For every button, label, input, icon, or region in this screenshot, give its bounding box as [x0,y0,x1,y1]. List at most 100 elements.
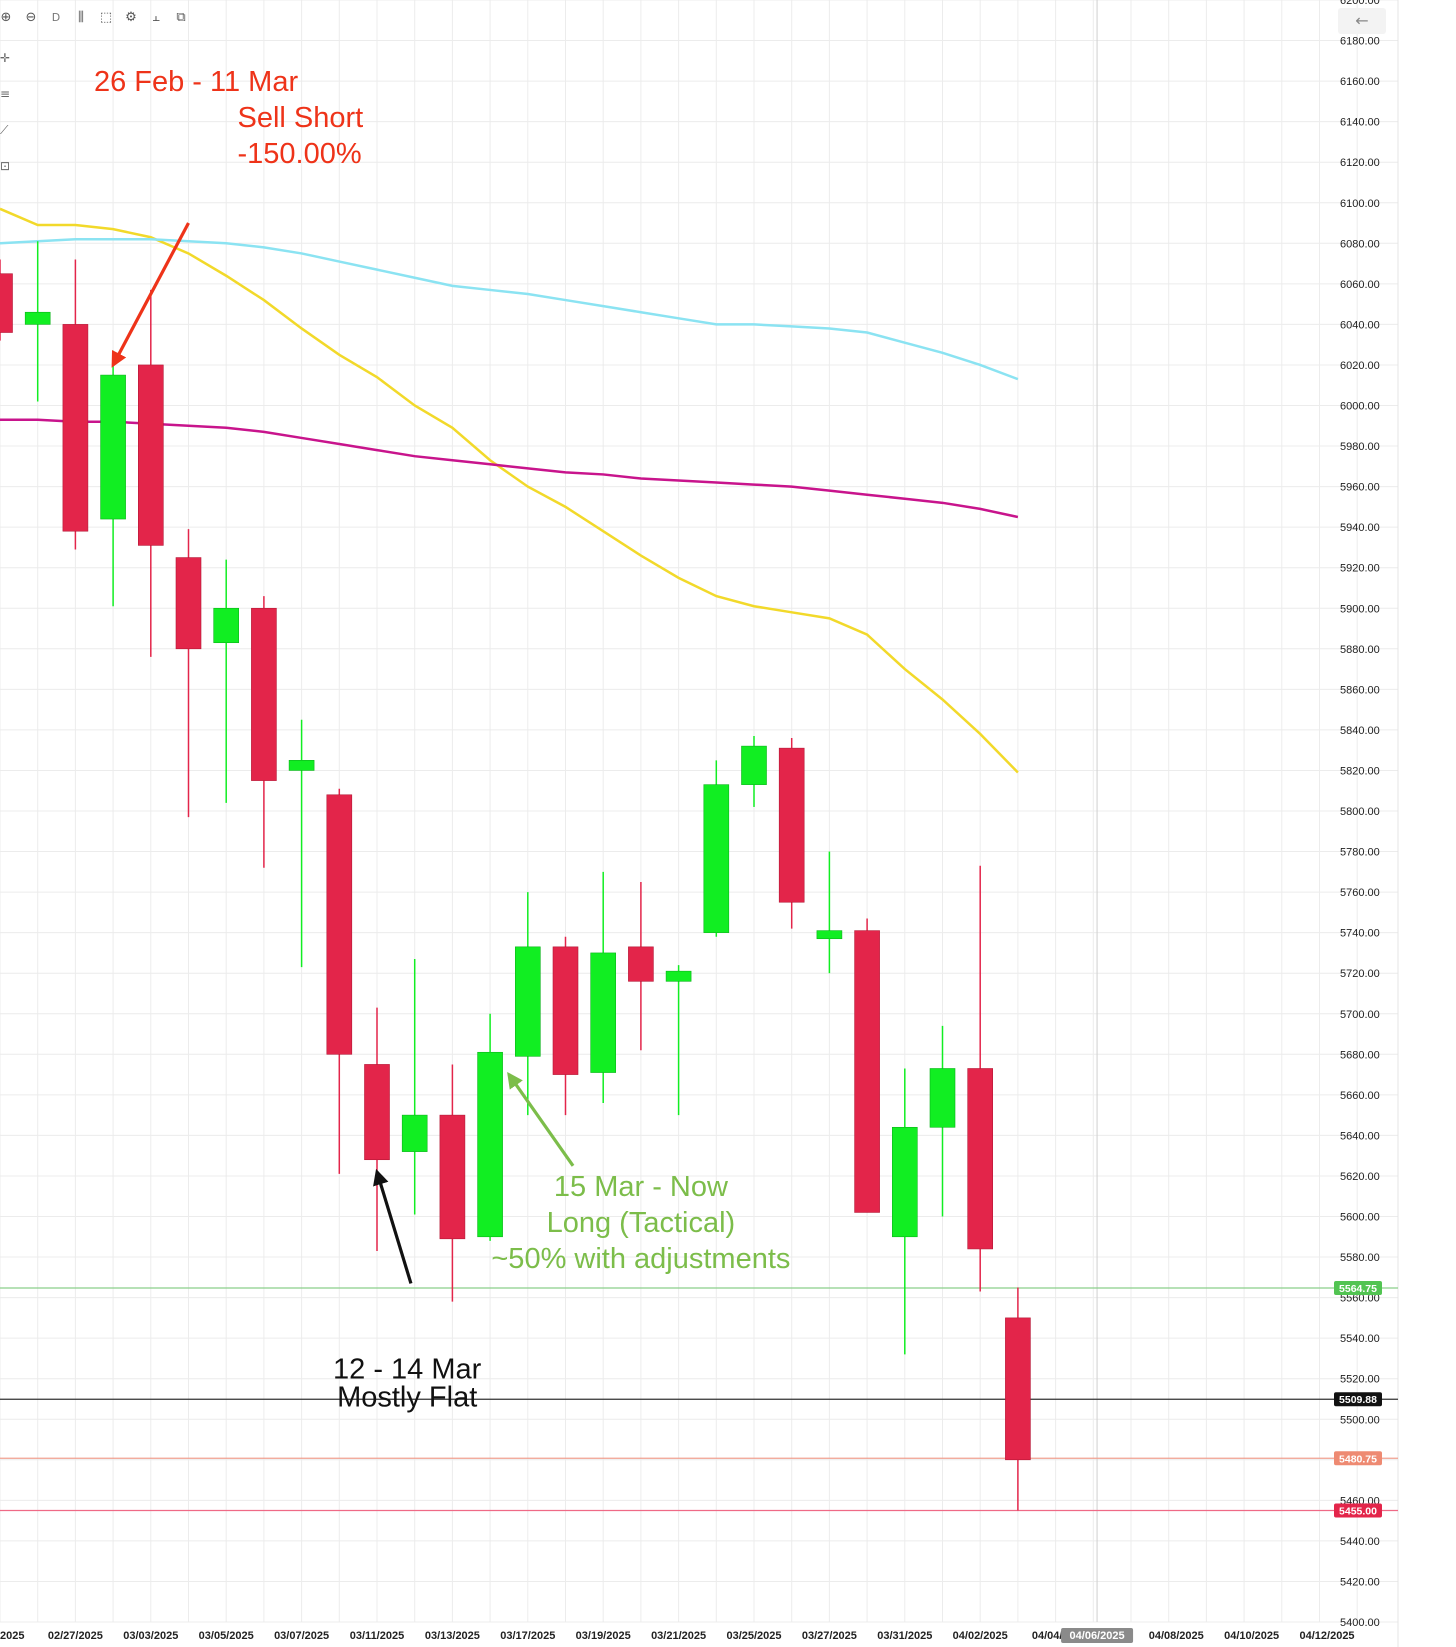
candle-body [138,364,164,546]
candle-down[interactable] [628,881,654,1051]
candle-body [967,1068,994,1250]
x-tick-label: 04/06/2025 [1070,1630,1125,1642]
back-button[interactable]: ← [1338,8,1386,34]
candle-body [100,374,126,520]
annotation-text: -150.00% [238,138,362,170]
candle-body [628,946,654,982]
draw-line-icon[interactable]: ⟋ [0,123,9,137]
candle-down[interactable] [0,259,13,341]
x-tick-label: 03/17/2025 [500,1630,555,1642]
crosshair-icon[interactable]: ✛ [0,51,11,65]
annotation-arrow [373,1168,413,1284]
zoom-in-icon[interactable]: ⊕ [0,10,12,25]
y-tick-label: 5820.00 [1340,765,1380,777]
y-axis: 5400.005420.005440.005460.005480.005500.… [1340,0,1380,1629]
x-tick-label: 04/02/2025 [953,1630,1008,1642]
annotation-text: 12 - 14 Mar [333,1354,482,1386]
y-tick-label: 5840.00 [1340,725,1380,737]
x-tick-label: 03/13/2025 [425,1630,480,1642]
y-tick-label: 6160.00 [1340,76,1380,88]
x-tick-label: 03/27/2025 [802,1630,857,1642]
y-tick-label: 5940.00 [1340,522,1380,534]
annotation-text: ~50% with adjustments [491,1243,790,1275]
candle-down[interactable] [1005,1287,1031,1511]
x-tick-label: 03/31/2025 [877,1630,932,1642]
x-tick-label: 03/05/2025 [199,1630,254,1642]
price-tag-label: 5480.75 [1339,1453,1377,1465]
moving-average-line [0,418,1019,519]
moving-average-line [0,237,1019,381]
y-tick-label: 5640.00 [1340,1130,1380,1142]
indicators-icon[interactable]: ⫠ [152,10,160,25]
annotation-text: 15 Mar - Now [554,1171,729,1203]
annotation-text: Sell Short [238,102,364,134]
candle-body [251,607,277,781]
candle-up[interactable] [929,1025,956,1217]
y-tick-label: 5660.00 [1340,1090,1380,1102]
candle-up[interactable] [514,892,541,1116]
annotation-arrow [507,1071,575,1167]
candle-up[interactable] [401,959,428,1215]
candle-up[interactable] [891,1068,918,1355]
y-tick-label: 6020.00 [1340,360,1380,372]
y-tick-label: 6060.00 [1340,279,1380,291]
annotation-arrow [111,222,190,368]
candle-down[interactable] [364,1007,390,1251]
select-box-icon[interactable]: ⬚ [99,10,113,25]
candle-up[interactable] [213,559,239,803]
y-tick-label: 5500.00 [1340,1414,1380,1426]
candles-icon[interactable]: ⫼ [78,10,84,25]
candle-body [439,1114,466,1240]
candle-down[interactable] [854,918,880,1213]
zoom-out-icon[interactable]: ⊖ [25,10,37,25]
y-tick-label: 6080.00 [1340,238,1380,250]
candle-down[interactable] [439,1064,466,1302]
candle-up[interactable] [288,719,315,968]
y-tick-label: 5700.00 [1340,1009,1380,1021]
candle-body [514,946,541,1057]
y-tick-label: 5580.00 [1340,1252,1380,1264]
y-tick-label: 5960.00 [1340,482,1380,494]
price-tag-label: 5509.88 [1339,1394,1377,1406]
candle-body [816,930,843,940]
candle-up[interactable] [703,760,730,937]
candle-down[interactable] [778,738,805,929]
candle-down[interactable] [138,289,164,657]
list-icon[interactable]: ≡ [0,87,11,101]
candle-up[interactable] [590,871,617,1103]
candle-up[interactable] [741,735,767,807]
candle-up[interactable] [100,350,126,607]
candle-body [891,1126,918,1238]
candle-body [326,794,353,1055]
candle-down[interactable] [552,936,579,1116]
grid [0,0,1398,1623]
x-tick-label: 04/12/2025 [1300,1630,1355,1642]
candle-body [62,324,89,532]
settings-gear-icon[interactable]: ⚙ [125,10,137,25]
price-tag-bg [1334,1280,1382,1295]
candle-up[interactable] [665,965,692,1116]
lock-icon[interactable]: ⊡ [0,159,11,173]
interval-button[interactable]: D [51,11,61,24]
candle-down[interactable] [326,788,353,1174]
candle-body [0,273,13,333]
candle-down[interactable] [967,865,994,1292]
candle-up[interactable] [816,851,843,974]
candle-up[interactable] [24,241,51,402]
y-tick-label: 5560.00 [1340,1293,1380,1305]
candle-body [401,1114,428,1152]
candle-up[interactable] [477,1013,503,1241]
candle-down[interactable] [251,596,277,868]
candle-down[interactable] [175,529,202,818]
candles [0,241,1031,1511]
candle-down[interactable] [62,259,89,550]
layout-icon[interactable]: ⧉ [176,10,186,25]
x-tick-label: 03/19/2025 [576,1630,631,1642]
candle-body [175,557,202,650]
y-tick-label: 6120.00 [1340,157,1380,169]
x-tick-label: 2025 [0,1630,24,1642]
x-tick-label: 03/07/2025 [274,1630,329,1642]
